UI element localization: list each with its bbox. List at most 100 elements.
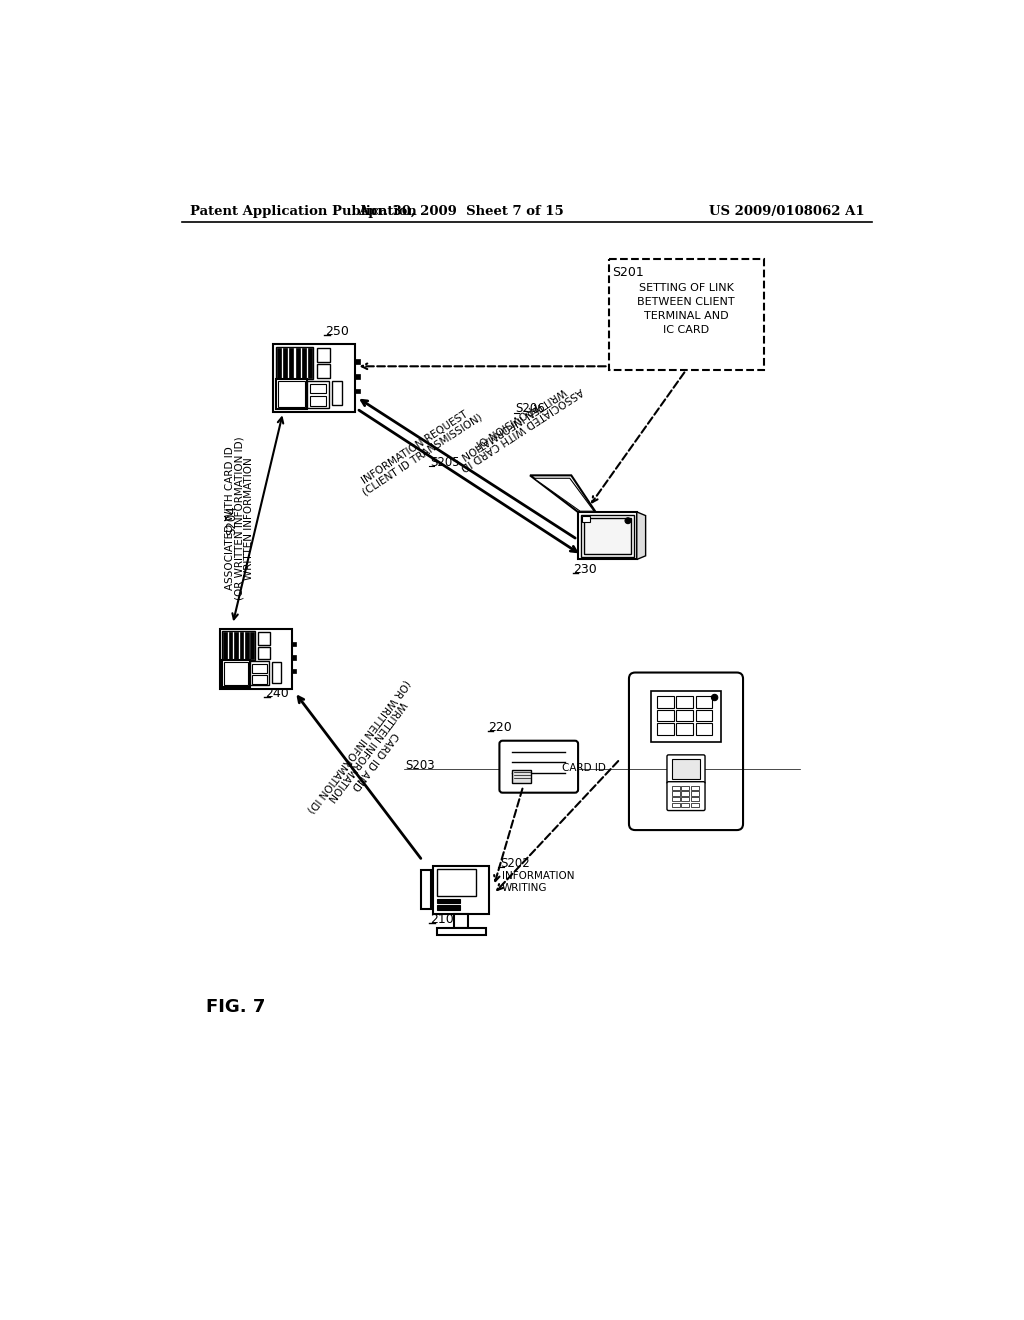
Bar bbox=[355, 359, 359, 363]
Bar bbox=[681, 797, 689, 801]
Text: WRITTEN INFORMATION: WRITTEN INFORMATION bbox=[326, 700, 408, 804]
Bar bbox=[695, 696, 712, 708]
Text: Apr. 30, 2009  Sheet 7 of 15: Apr. 30, 2009 Sheet 7 of 15 bbox=[358, 205, 564, 218]
Text: CARD ID: CARD ID bbox=[562, 763, 606, 772]
Bar bbox=[437, 869, 476, 896]
Bar bbox=[292, 668, 296, 673]
Bar bbox=[677, 723, 693, 735]
Bar bbox=[253, 675, 266, 684]
Text: INFORMATION: INFORMATION bbox=[502, 871, 574, 882]
FancyBboxPatch shape bbox=[500, 741, 579, 793]
Bar bbox=[691, 792, 699, 796]
Text: IC CARD: IC CARD bbox=[663, 325, 709, 335]
Text: PROVISION OF: PROVISION OF bbox=[472, 400, 540, 449]
Text: Patent Application Publication: Patent Application Publication bbox=[190, 205, 417, 218]
Bar bbox=[437, 899, 460, 903]
Bar bbox=[672, 803, 680, 807]
Bar bbox=[240, 632, 243, 659]
Text: WRITTEN INFORMATION: WRITTEN INFORMATION bbox=[244, 457, 254, 579]
Bar bbox=[275, 347, 312, 379]
Bar bbox=[695, 723, 712, 735]
Bar bbox=[578, 512, 637, 560]
Bar bbox=[224, 661, 248, 685]
Bar bbox=[278, 348, 282, 378]
Text: TERMINAL AND: TERMINAL AND bbox=[644, 312, 728, 321]
Text: FIG. 7: FIG. 7 bbox=[206, 998, 265, 1015]
Bar bbox=[695, 710, 712, 721]
Bar bbox=[681, 803, 689, 807]
Text: INFORMATION REQUEST: INFORMATION REQUEST bbox=[360, 409, 470, 486]
Bar bbox=[234, 632, 238, 659]
Bar bbox=[651, 692, 721, 742]
Text: 210: 210 bbox=[430, 913, 454, 927]
Bar bbox=[310, 384, 326, 393]
Bar bbox=[691, 785, 699, 791]
Bar bbox=[222, 660, 250, 686]
Bar bbox=[672, 785, 680, 791]
Text: 220: 220 bbox=[488, 721, 512, 734]
FancyBboxPatch shape bbox=[667, 755, 706, 784]
FancyBboxPatch shape bbox=[667, 781, 706, 810]
Bar bbox=[657, 723, 674, 735]
Text: S203: S203 bbox=[406, 759, 434, 772]
Bar bbox=[316, 364, 331, 378]
Bar bbox=[455, 915, 468, 928]
Bar bbox=[512, 770, 530, 783]
Bar bbox=[275, 379, 307, 409]
Bar bbox=[681, 785, 689, 791]
Bar bbox=[316, 348, 331, 362]
Bar bbox=[278, 381, 305, 407]
Text: S204: S204 bbox=[225, 506, 238, 535]
Text: 230: 230 bbox=[573, 562, 597, 576]
Text: BETWEEN CLIENT: BETWEEN CLIENT bbox=[637, 297, 735, 308]
Bar bbox=[433, 866, 489, 915]
Text: SETTING OF LINK: SETTING OF LINK bbox=[639, 284, 733, 293]
Bar bbox=[296, 348, 300, 378]
Bar bbox=[672, 792, 680, 796]
Bar bbox=[245, 632, 249, 659]
Bar bbox=[681, 792, 689, 796]
Text: 240: 240 bbox=[265, 688, 289, 701]
Bar bbox=[222, 631, 255, 660]
Bar bbox=[284, 348, 288, 378]
Bar bbox=[421, 870, 431, 909]
Text: ASSOCIATED WITH CARD ID: ASSOCIATED WITH CARD ID bbox=[459, 385, 585, 473]
Circle shape bbox=[712, 694, 718, 701]
Circle shape bbox=[625, 517, 631, 524]
Bar bbox=[677, 710, 693, 721]
Bar bbox=[223, 632, 226, 659]
Bar bbox=[310, 396, 326, 405]
Bar bbox=[308, 348, 312, 378]
Text: US 2009/0108062 A1: US 2009/0108062 A1 bbox=[709, 205, 864, 218]
Bar bbox=[355, 388, 359, 393]
Bar bbox=[657, 696, 674, 708]
Bar bbox=[271, 661, 281, 682]
Bar bbox=[691, 803, 699, 807]
Text: (CLIENT ID TRANSMISSION): (CLIENT ID TRANSMISSION) bbox=[360, 412, 484, 498]
Text: (OR WRITTEN INFORMATION ID): (OR WRITTEN INFORMATION ID) bbox=[234, 437, 244, 601]
Text: S205: S205 bbox=[430, 457, 460, 470]
Bar bbox=[251, 632, 254, 659]
Bar bbox=[258, 632, 270, 644]
Bar bbox=[355, 374, 359, 379]
Text: S202: S202 bbox=[500, 857, 529, 870]
Polygon shape bbox=[637, 512, 645, 560]
Bar bbox=[290, 348, 294, 378]
Bar bbox=[672, 797, 680, 801]
Bar bbox=[437, 928, 485, 935]
Bar bbox=[273, 345, 355, 412]
Text: ASSOCIATED WITH CARD ID: ASSOCIATED WITH CARD ID bbox=[225, 446, 234, 590]
Bar bbox=[292, 642, 296, 647]
Bar bbox=[253, 664, 266, 673]
Text: WRITING: WRITING bbox=[502, 883, 547, 892]
Bar bbox=[228, 632, 232, 659]
Text: S201: S201 bbox=[612, 267, 644, 280]
Text: CARD ID AND: CARD ID AND bbox=[349, 730, 399, 792]
Bar bbox=[677, 696, 693, 708]
Bar bbox=[219, 628, 292, 689]
Bar bbox=[691, 797, 699, 801]
Bar bbox=[672, 759, 700, 779]
Bar bbox=[584, 517, 631, 553]
Text: 250: 250 bbox=[325, 325, 349, 338]
Bar bbox=[307, 380, 329, 408]
